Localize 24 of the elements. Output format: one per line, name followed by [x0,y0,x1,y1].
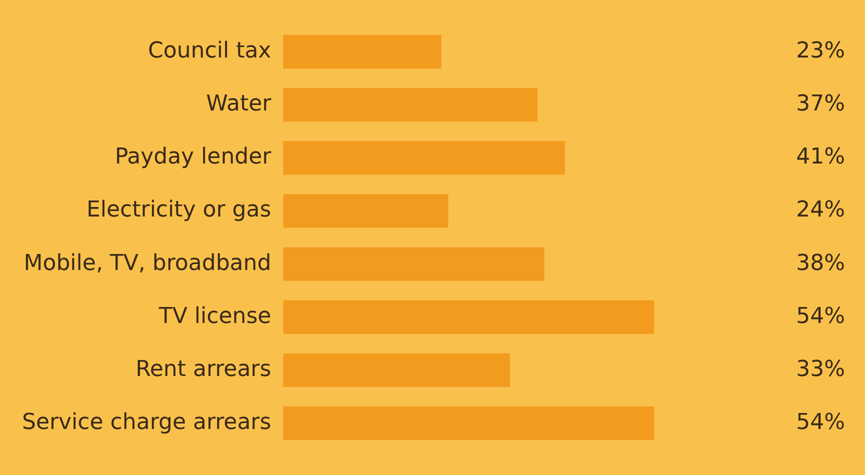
data-label: 41% [796,144,845,170]
data-label: 37% [796,92,845,117]
y-tick-label: Mobile, TV, broadband [24,250,272,276]
bar [283,406,654,440]
y-tick-label: Payday lender [114,144,272,170]
data-label: 38% [796,250,845,276]
bar [283,353,510,388]
y-tick-label: Water [206,92,272,117]
y-tick-label: TV license [158,304,272,329]
data-label: 54% [796,410,845,435]
data-label: 54% [796,304,845,329]
data-label: 33% [796,356,845,382]
bar [283,300,654,334]
y-tick-label: Electricity or gas [86,198,272,223]
bar [283,194,448,228]
bar [283,88,538,122]
bar [283,34,442,69]
y-tick-label: Rent arrears [136,356,272,382]
bar [283,141,565,175]
y-tick-label: Service charge arrears [22,410,272,435]
data-label: 23% [796,38,845,64]
y-tick-label: Council tax [148,38,272,64]
data-label: 24% [796,198,845,223]
bar [283,247,544,281]
